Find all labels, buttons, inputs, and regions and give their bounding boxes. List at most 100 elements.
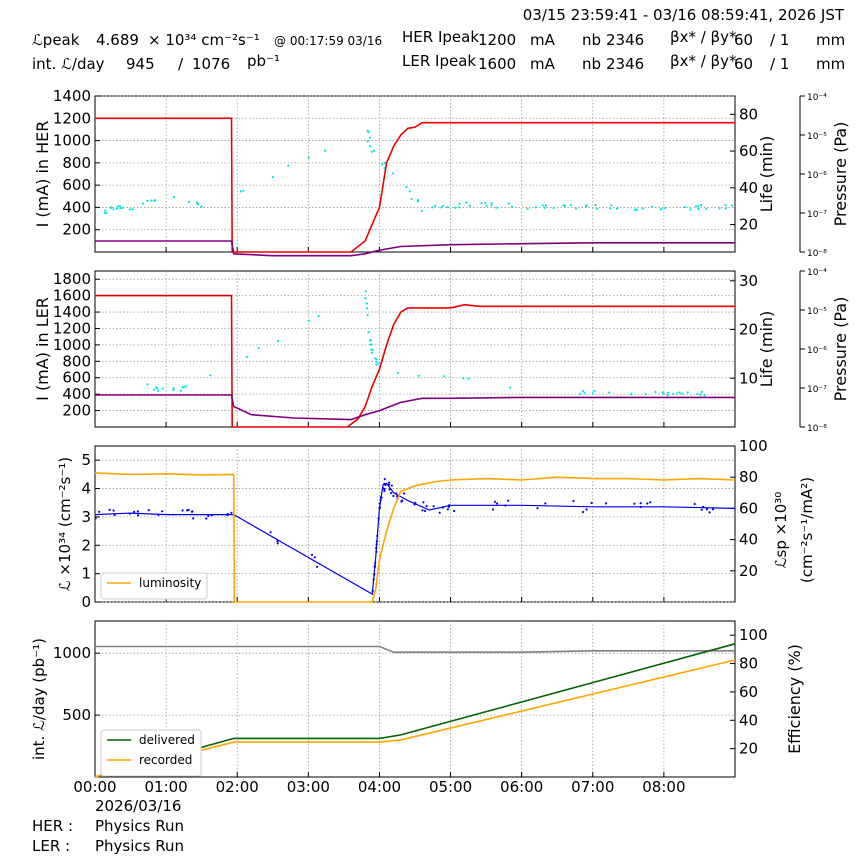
ler-pressure-tick-label: 10⁻⁸ xyxy=(807,424,827,434)
specific-lumi-point xyxy=(646,502,649,505)
ler-nb-label: nb xyxy=(582,55,602,73)
her-pressure-point xyxy=(434,204,437,207)
intl-ylabel: int. ℒ/day (pb⁻¹) xyxy=(30,638,48,760)
her-nb-label: nb xyxy=(582,31,602,49)
her-pressure-tick-label: 10⁻⁴ xyxy=(807,93,827,103)
lpeak-time: @ 00:17:59 03/16 xyxy=(274,34,383,48)
lumi-legend-label: luminosity xyxy=(139,576,201,590)
lumi-sp-tick-label: 100 xyxy=(739,437,768,455)
ler-current-tick-label: 800 xyxy=(62,352,91,370)
ler-pressure-point xyxy=(364,290,367,293)
her-pressure-point xyxy=(142,202,145,205)
ler-ipeak-value: 1600 xyxy=(478,55,517,73)
ler-pressure-point xyxy=(579,392,582,395)
specific-lumi-point xyxy=(590,501,593,505)
ler-current-tick-label: 400 xyxy=(62,385,91,403)
her-pressure-point xyxy=(410,197,413,201)
her-pressure-point xyxy=(610,204,613,207)
lumi-sp-tick-label: 40 xyxy=(739,531,758,549)
specific-lumi-point xyxy=(98,510,101,513)
specific-lumi-point xyxy=(113,513,116,517)
ler-pressure-point xyxy=(365,307,368,310)
intl-legend-label: delivered xyxy=(139,733,195,747)
ler-pressure-point xyxy=(607,391,611,394)
her-life-tick-label: 60 xyxy=(739,142,758,160)
her-pressure-point xyxy=(454,206,457,209)
her-pressure-tick-label: 10⁻⁵ xyxy=(807,132,827,142)
her-pressure-point xyxy=(552,206,555,210)
lumi-tick-label: 2 xyxy=(81,536,91,554)
her-pressure-point xyxy=(544,204,548,207)
her-pressure-point xyxy=(697,205,700,208)
lumi-tick-label: 3 xyxy=(81,508,91,526)
ler-pressure-point xyxy=(467,377,470,380)
specific-lumi-point xyxy=(572,499,575,503)
x-tick-label: 00:00 xyxy=(73,778,116,796)
her-current-tick-label: 600 xyxy=(62,176,91,194)
her-pressure-point xyxy=(370,150,373,153)
efficiency-line xyxy=(95,645,735,654)
her-pressure-point xyxy=(650,205,654,208)
her-pressure-point xyxy=(109,206,112,209)
her-pressure-point xyxy=(458,202,461,205)
ler-beta-y: / 1 xyxy=(770,55,790,73)
ler-life-tick-label: 10 xyxy=(739,369,758,387)
ler-pressure-point xyxy=(185,385,188,388)
her-current-tick-label: 200 xyxy=(62,221,91,239)
panel-frame-1 xyxy=(94,95,736,253)
specific-lumi-point xyxy=(438,511,441,514)
intl-recorded: 945 xyxy=(126,55,155,73)
specific-lumi-point xyxy=(181,509,184,512)
lumi-sp-tick-label: 80 xyxy=(739,468,758,486)
specific-lumi-point xyxy=(388,481,391,484)
specific-lumi-point xyxy=(507,499,510,502)
specific-lumi-point xyxy=(186,509,189,512)
her-mode-value: Physics Run xyxy=(95,817,185,835)
her-pressure-point xyxy=(584,205,588,208)
her-pressure-point xyxy=(112,208,115,211)
date-label: 2026/03/16 xyxy=(95,797,182,815)
specific-lumi-point xyxy=(491,508,495,511)
specific-lumi-point xyxy=(392,494,395,498)
specific-lumi-point xyxy=(205,517,208,520)
lpeak-unit: × 10³⁴ cm⁻²s⁻¹ xyxy=(148,31,260,49)
panel-frame-2 xyxy=(94,270,736,428)
specific-lumi-point xyxy=(207,514,210,518)
ler-ipeak-unit: mA xyxy=(530,55,555,73)
ler-life-line xyxy=(95,394,735,421)
specific-lumi-line xyxy=(94,482,736,596)
her-pressure-point xyxy=(116,205,120,208)
x-tick-label: 04:00 xyxy=(358,778,401,796)
specific-lumi-point xyxy=(191,510,194,513)
ler-pressure-point xyxy=(209,374,212,377)
ler-current-tick-label: 1600 xyxy=(53,287,91,305)
her-pressure-point xyxy=(154,199,157,202)
intl-delivered: 1076 xyxy=(192,55,231,73)
specific-lumi-point xyxy=(585,508,588,511)
specific-lumi-point xyxy=(493,500,496,503)
ler-pressure-point xyxy=(375,358,378,361)
her-current-tick-label: 400 xyxy=(62,198,91,216)
her-pressure-point xyxy=(121,206,124,210)
x-tick-label: 05:00 xyxy=(429,778,472,796)
ler-pressure-tick-label: 10⁻⁵ xyxy=(807,307,827,317)
her-pressure-point xyxy=(307,156,310,159)
her-pressure-point xyxy=(392,172,395,175)
her-pressure-point xyxy=(115,207,118,210)
specific-lumi-point xyxy=(161,510,164,513)
ler-pressure-point xyxy=(369,338,372,342)
specific-lumi-point xyxy=(496,502,499,505)
her-life-line xyxy=(95,240,735,257)
ler-pressure-tick-label: 10⁻⁷ xyxy=(807,385,827,395)
specific-lumi-point xyxy=(400,500,403,503)
her-pressure-point xyxy=(635,208,639,211)
specific-lumi-point xyxy=(421,509,424,512)
specific-lumi-point xyxy=(310,553,314,557)
ler-pressure-point xyxy=(672,392,675,396)
ler-pressure-point xyxy=(155,386,158,389)
her-pressure-point xyxy=(128,208,131,211)
ler-pressure-point xyxy=(675,392,679,395)
ler-mode-label: LER : xyxy=(32,837,71,855)
specific-lumi-point xyxy=(536,507,539,510)
